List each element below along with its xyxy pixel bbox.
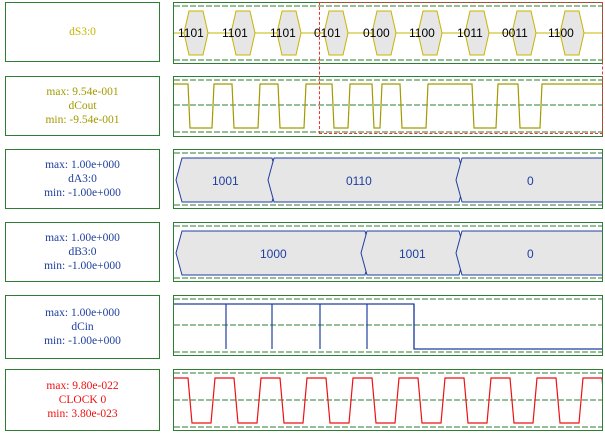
- bus-value: 1101: [178, 26, 204, 40]
- signal-min: min: 3.80e-023: [47, 408, 118, 420]
- bus-segment: [559, 10, 585, 56]
- signal-min: min: -1.00e+000: [44, 335, 121, 347]
- waveform-clock[interactable]: [173, 369, 603, 431]
- bus-value: 1100: [409, 26, 435, 40]
- signal-min: min: -1.00e+000: [44, 260, 121, 272]
- bus-segment: [175, 230, 372, 276]
- waveform-clock-svg: [174, 372, 602, 428]
- bus-segment: [183, 10, 209, 56]
- waveform-dCin-svg: [174, 298, 602, 353]
- bus-segment: [323, 10, 349, 56]
- bus-value: 0: [527, 174, 534, 188]
- bus-value: 1100: [548, 26, 574, 40]
- bus-value: 1001: [212, 174, 239, 188]
- bus-segment: [276, 10, 302, 56]
- bus-segment: [464, 10, 490, 56]
- bus-segment: [455, 157, 602, 203]
- waveform-dS3-svg: 1101 1101 1101 0101 0100 1100 1011 0011 …: [174, 5, 602, 61]
- signal-max: max: 9.54e-001: [46, 86, 119, 98]
- bus-value: 0011: [502, 26, 528, 40]
- bus-segment: [360, 230, 466, 276]
- dCin-trace: [174, 303, 602, 350]
- signal-name: CLOCK 0: [58, 394, 107, 406]
- signal-label-dS3[interactable]: dS3:0: [5, 2, 160, 62]
- bus-segment: [230, 10, 256, 56]
- signal-label-dCout[interactable]: max: 9.54e-001 dCout min: -9.54e-001: [5, 76, 160, 136]
- signal-name: dS3:0: [69, 26, 96, 38]
- signal-max: max: 1.00e+000: [45, 159, 120, 171]
- signal-min: min: -1.00e+000: [44, 187, 121, 199]
- bus-segment: [267, 157, 466, 203]
- bus-value: 0110: [346, 174, 372, 188]
- waveform-dB3-svg: 1000 1001 0: [174, 225, 602, 279]
- signal-max: max: 9.80e-022: [46, 380, 119, 392]
- bus-value: 1101: [270, 26, 296, 40]
- waveform-dB3[interactable]: 1000 1001 0: [173, 222, 603, 282]
- bus-value: 1001: [399, 247, 426, 261]
- bus-segment: [417, 10, 443, 56]
- waveform-dS3[interactable]: 1101 1101 1101 0101 0100 1100 1011 0011 …: [173, 2, 603, 64]
- dCout-trace: [174, 83, 602, 129]
- signal-min: min: -9.54e-001: [45, 114, 120, 126]
- signal-label-clock[interactable]: max: 9.80e-022 CLOCK 0 min: 3.80e-023: [5, 369, 160, 431]
- signal-label-dCin[interactable]: max: 1.00e+000 dCin min: -1.00e+000: [5, 295, 160, 359]
- bus-value: 0: [527, 247, 534, 261]
- signal-name: dCout: [68, 100, 97, 112]
- signal-max: max: 1.00e+000: [45, 307, 120, 319]
- bus-value: 1101: [222, 26, 248, 40]
- signal-name: dB3:0: [68, 246, 97, 258]
- bus-segment: [511, 10, 537, 56]
- signal-max: max: 1.00e+000: [45, 232, 120, 244]
- bus-value: 0101: [314, 26, 341, 40]
- waveform-dCout[interactable]: [173, 76, 603, 137]
- bus-value: 1011: [457, 26, 483, 40]
- bus-value: 0100: [363, 26, 390, 40]
- waveform-dA3-svg: 1001 0110 0: [174, 152, 602, 206]
- signal-name: dA3:0: [68, 173, 97, 185]
- signal-name: dCin: [71, 321, 94, 333]
- bus-segment: [175, 157, 279, 203]
- waveform-dA3[interactable]: 1001 0110 0: [173, 149, 603, 209]
- bus-value: 1000: [260, 247, 287, 261]
- bus-segment: [455, 230, 602, 276]
- bus-segment: [371, 10, 397, 56]
- clock-trace: [174, 377, 602, 424]
- waveform-dCout-svg: [174, 79, 602, 133]
- waveform-dCin[interactable]: [173, 295, 603, 356]
- signal-label-dB3[interactable]: max: 1.00e+000 dB3:0 min: -1.00e+000: [5, 222, 160, 282]
- signal-label-dA3[interactable]: max: 1.00e+000 dA3:0 min: -1.00e+000: [5, 149, 160, 209]
